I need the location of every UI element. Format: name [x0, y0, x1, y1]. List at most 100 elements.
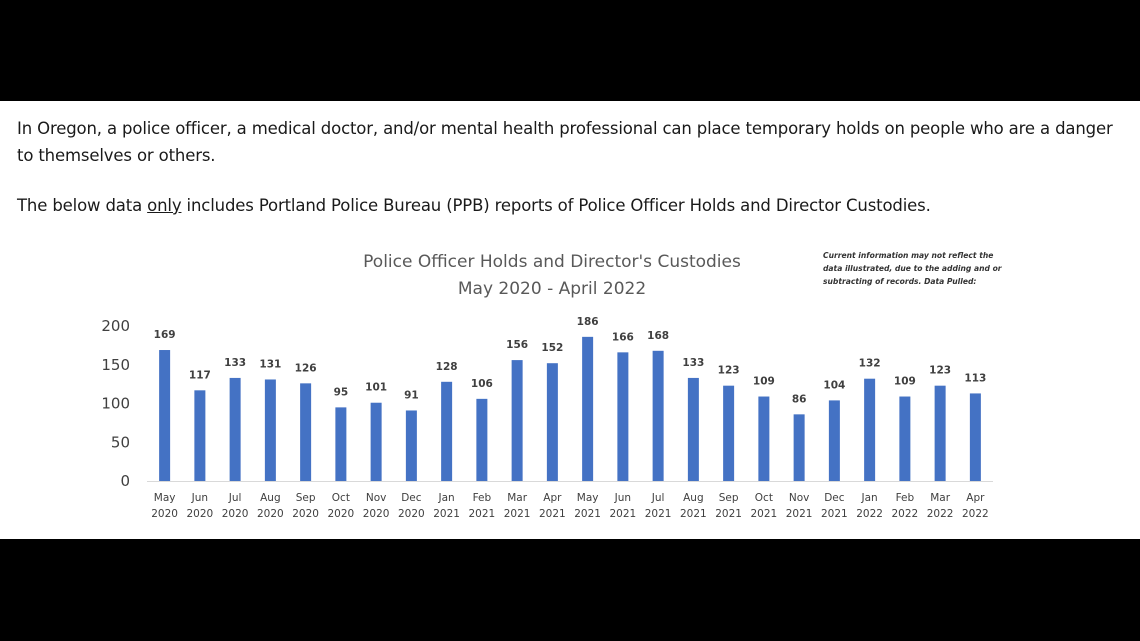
x-tick-label-year: 2020	[292, 508, 319, 520]
x-tick-label-year: 2020	[187, 508, 214, 520]
x-tick-label-year: 2021	[821, 508, 848, 520]
data-label: 95	[334, 386, 349, 398]
data-label: 169	[154, 329, 176, 341]
x-tick-label-month: Feb	[473, 492, 492, 504]
bar	[229, 377, 241, 481]
data-label: 131	[259, 358, 281, 370]
bar	[300, 383, 312, 481]
data-scope-emphasis: only	[147, 196, 182, 215]
x-tick-label-month: Nov	[366, 492, 387, 504]
bar	[934, 385, 946, 481]
y-tick-label: 200	[101, 317, 130, 335]
bar	[476, 398, 488, 481]
data-scope-text-after: includes Portland Police Bureau (PPB) re…	[181, 196, 931, 215]
x-tick-label-month: Sep	[296, 492, 316, 504]
bar	[405, 410, 417, 481]
x-tick-label-month: Mar	[507, 492, 527, 504]
bar	[159, 350, 171, 481]
data-label: 123	[718, 365, 740, 377]
bar-chart: Police Officer Holds and Director's Cust…	[101, 251, 1003, 520]
x-tick-label-year: 2021	[610, 508, 637, 520]
data-label: 106	[471, 378, 493, 390]
bar	[617, 352, 629, 481]
bar	[335, 407, 347, 481]
x-tick-label-year: 2021	[715, 508, 742, 520]
x-tick-label-year: 2021	[433, 508, 460, 520]
x-tick-label-month: Jan	[438, 492, 455, 504]
x-tick-label-month: Jun	[191, 492, 208, 504]
x-tick-label-year: 2020	[363, 508, 390, 520]
bar	[687, 377, 699, 481]
x-tick-label-year: 2020	[328, 508, 355, 520]
x-tick-label-year: 2022	[892, 508, 919, 520]
x-tick-label-year: 2021	[786, 508, 813, 520]
x-tick-label-year: 2021	[751, 508, 778, 520]
data-scope-text-before: The below data	[17, 196, 148, 215]
x-tick-label-year: 2020	[222, 508, 249, 520]
chart-note-line: Current information may not reflect the	[823, 251, 993, 260]
x-tick-label-month: Dec	[824, 492, 845, 504]
data-label: 168	[647, 330, 669, 342]
y-axis: 0 50 100 150 200	[101, 317, 130, 490]
x-tick-label-year: 2021	[539, 508, 566, 520]
x-tick-label-year: 2021	[469, 508, 496, 520]
x-tick-label-month: Dec	[401, 492, 422, 504]
data-label: 186	[577, 316, 599, 328]
x-tick-label-year: 2021	[574, 508, 601, 520]
data-label: 126	[295, 362, 317, 374]
x-tick-label-month: Aug	[260, 492, 281, 504]
x-tick-label-year: 2022	[927, 508, 954, 520]
data-label: 113	[964, 372, 986, 384]
bar	[652, 350, 664, 481]
x-tick-label-month: Sep	[719, 492, 739, 504]
x-tick-label-month: Apr	[966, 492, 985, 504]
bar	[511, 360, 523, 481]
intro-paragraph: In Oregon, a police officer, a medical d…	[17, 119, 1113, 165]
bar	[828, 400, 840, 481]
data-label: 152	[541, 342, 563, 354]
x-tick-label-year: 2022	[962, 508, 989, 520]
bar	[723, 385, 735, 481]
data-label: 117	[189, 369, 211, 381]
x-tick-label-month: Oct	[755, 492, 773, 504]
data-scope-paragraph: The below data only includes Portland Po…	[17, 192, 1127, 219]
data-label: 86	[792, 393, 807, 405]
y-tick-label: 100	[101, 395, 130, 413]
x-tick-label-year: 2022	[856, 508, 883, 520]
data-label: 156	[506, 339, 528, 351]
x-tick-label-year: 2020	[257, 508, 284, 520]
bar-series: 169 117 133 131 126 95 101 91 128 106 156 152 186 166…	[154, 316, 986, 481]
bar	[370, 402, 382, 481]
chart-title: Police Officer Holds and Director's Cust…	[363, 252, 741, 272]
data-label: 101	[365, 382, 387, 394]
data-label: 109	[894, 376, 916, 388]
bar	[582, 336, 594, 481]
data-label: 133	[224, 357, 246, 369]
chart-note-line: data illustrated, due to the adding and …	[823, 264, 1003, 273]
x-axis: May 2020 Jun 2020 Jul 2020 Aug 2020 Sep 2020 Oct 20…	[147, 481, 993, 520]
bar	[546, 363, 558, 481]
x-tick-label-month: Jul	[228, 492, 242, 504]
bar	[793, 414, 805, 481]
x-tick-label-month: Apr	[543, 492, 562, 504]
bar	[864, 378, 876, 481]
x-tick-label-month: May	[577, 492, 599, 504]
y-tick-label: 0	[120, 472, 130, 490]
bar	[899, 396, 911, 481]
x-tick-label-year: 2021	[645, 508, 672, 520]
x-tick-label-month: Feb	[896, 492, 915, 504]
y-tick-label: 150	[101, 356, 130, 374]
x-tick-label-year: 2021	[504, 508, 531, 520]
x-tick-label-month: Jan	[861, 492, 878, 504]
bar	[758, 396, 770, 481]
x-tick-label-year: 2021	[680, 508, 707, 520]
x-tick-label-month: Oct	[332, 492, 350, 504]
x-tick-label-year: 2020	[398, 508, 425, 520]
data-label: 104	[823, 379, 845, 391]
content-panel: In Oregon, a police officer, a medical d…	[0, 101, 1140, 539]
data-label: 128	[436, 361, 458, 373]
x-tick-label-month: Mar	[930, 492, 950, 504]
data-label: 91	[404, 389, 419, 401]
y-tick-label: 50	[111, 433, 130, 451]
bar	[264, 379, 276, 481]
